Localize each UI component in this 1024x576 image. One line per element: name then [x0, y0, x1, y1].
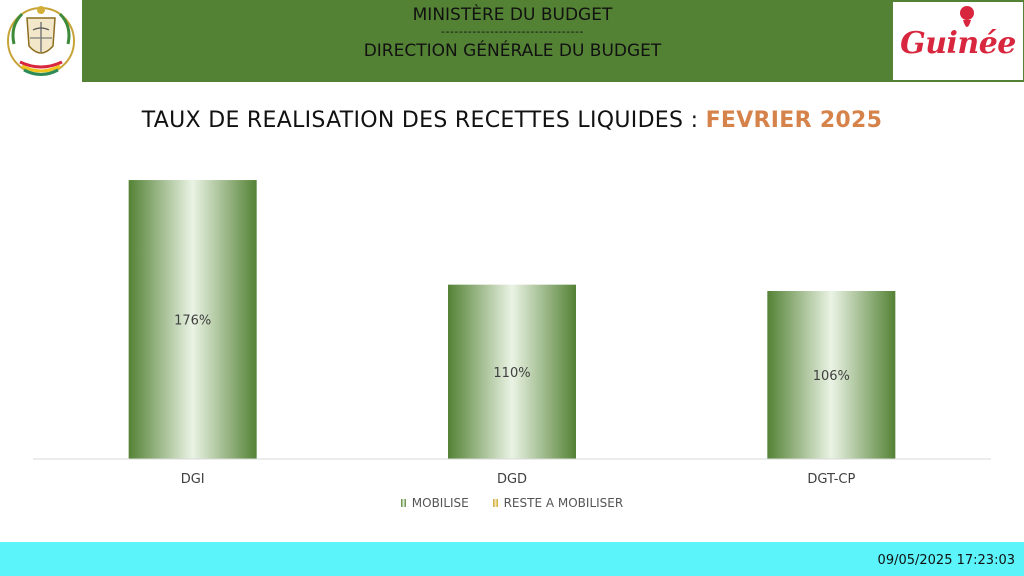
legend-swatch-reste [492, 499, 498, 507]
header-separator: -------------------------------- [440, 25, 584, 38]
data-label-dgi: 176% [174, 314, 211, 329]
chart-legend: MOBILISE RESTE A MOBILISER [0, 496, 1024, 510]
header-titles: MINISTÈRE DU BUDGET --------------------… [230, 4, 795, 64]
legend-label-mobilise: MOBILISE [411, 496, 469, 510]
footer-bar: 09/05/2025 17:23:03 [0, 542, 1024, 576]
bar-dgt-cp [767, 290, 896, 459]
legend-swatch-mobilise [400, 499, 406, 507]
ministry-title: MINISTÈRE DU BUDGET [412, 5, 613, 25]
chart-title-main: TAUX DE REALISATION DES RECETTES LIQUIDE… [141, 108, 706, 133]
brand-logo-text: Guinée [900, 26, 1016, 61]
bar-dgi [128, 180, 257, 459]
bar-chart: 176% 110% 106% DGI DGD DGT-CP [33, 180, 991, 487]
x-tick-label-dgt-cp: DGT-CP [807, 472, 855, 487]
x-tick-label-dgi: DGI [181, 472, 205, 487]
data-label-dgt-cp: 106% [813, 369, 850, 384]
legend-label-reste: RESTE A MOBILISER [503, 496, 624, 510]
coat-of-arms-icon [0, 0, 82, 82]
direction-title: DIRECTION GÉNÉRALE DU BUDGET [363, 41, 662, 61]
legend-item-reste: RESTE A MOBILISER [492, 496, 624, 510]
bar-dgd [448, 284, 576, 459]
chart-title: TAUX DE REALISATION DES RECETTES LIQUIDE… [0, 108, 1024, 133]
timestamp: 09/05/2025 17:23:03 [877, 553, 1015, 568]
chart-title-period: FEVRIER 2025 [705, 108, 883, 133]
brand-woman-icon [960, 6, 974, 27]
data-label-dgd: 110% [493, 366, 530, 381]
legend-item-mobilise: MOBILISE [400, 496, 469, 510]
brand-logo-box: Guinée [893, 2, 1023, 80]
header-bar: MINISTÈRE DU BUDGET --------------------… [0, 0, 1024, 82]
x-tick-label-dgd: DGD [497, 472, 527, 487]
